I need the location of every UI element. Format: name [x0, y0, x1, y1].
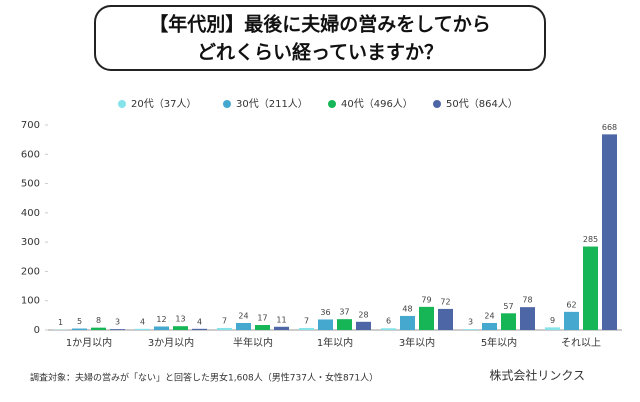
y-tick-label: 600 — [21, 149, 40, 160]
legend-marker — [433, 100, 441, 108]
bar — [91, 327, 106, 330]
bar — [602, 134, 617, 330]
value-label: 5 — [77, 317, 82, 326]
bar — [318, 319, 333, 330]
bar — [154, 326, 169, 330]
y-tick-label: 700 — [21, 120, 40, 131]
value-label: 7 — [304, 316, 309, 325]
title-box — [94, 5, 546, 71]
value-label: 24 — [238, 311, 248, 320]
value-label: 48 — [402, 304, 412, 313]
x-tick-label: 3年以内 — [399, 336, 435, 349]
value-label: 28 — [358, 310, 368, 319]
bar — [236, 322, 251, 330]
value-label: 78 — [522, 296, 532, 305]
chart-title: どれくらい経っていますか？ — [197, 41, 443, 64]
bar — [520, 307, 535, 330]
bar — [400, 315, 415, 330]
value-label: 6 — [386, 317, 391, 326]
bar — [564, 311, 579, 330]
y-tick-label: 500 — [21, 179, 40, 190]
legend-marker — [118, 100, 126, 108]
bar — [72, 328, 87, 330]
bar — [337, 319, 352, 330]
bar — [173, 326, 188, 330]
y-tick-label: 200 — [21, 266, 40, 277]
value-label: 11 — [276, 315, 286, 324]
bar — [192, 328, 207, 330]
chart-title: 【年代別】最後に夫婦の営みをしてから — [149, 13, 490, 36]
value-label: 8 — [96, 316, 101, 325]
x-tick-label: 1年以内 — [317, 336, 353, 349]
bar — [356, 321, 371, 330]
x-tick-label: 5年以内 — [481, 336, 517, 349]
legend-marker — [328, 100, 336, 108]
value-label: 1 — [58, 318, 63, 327]
bar — [381, 328, 396, 330]
value-label: 24 — [484, 311, 494, 320]
bar — [274, 326, 289, 330]
bar — [438, 308, 453, 330]
x-tick-label: 半年以内 — [233, 336, 273, 349]
source: 株式会社リンクス — [489, 368, 585, 383]
value-label: 3 — [115, 318, 120, 327]
value-label: 36 — [320, 308, 330, 317]
bar — [110, 329, 125, 330]
value-label: 9 — [550, 316, 555, 325]
value-label: 72 — [440, 297, 450, 306]
value-label: 13 — [175, 315, 185, 324]
x-tick-label: 3か月以内 — [148, 336, 194, 349]
value-label: 4 — [140, 317, 145, 326]
bar — [501, 313, 516, 330]
bar — [255, 325, 270, 330]
bar — [482, 322, 497, 330]
y-tick-label: 300 — [21, 237, 40, 248]
value-label: 7 — [222, 316, 227, 325]
value-label: 285 — [583, 235, 598, 244]
value-label: 12 — [156, 315, 166, 324]
y-tick-label: 400 — [21, 208, 40, 219]
value-label: 4 — [197, 317, 202, 326]
x-tick-label: それ以上 — [561, 337, 601, 349]
value-label: 57 — [503, 302, 513, 311]
bar — [545, 327, 560, 330]
bar — [299, 327, 314, 330]
bar — [419, 306, 434, 330]
legend-marker — [223, 100, 231, 108]
value-label: 17 — [257, 314, 267, 323]
bar — [463, 329, 478, 330]
bar — [217, 327, 232, 330]
y-tick-label: 100 — [21, 296, 40, 307]
legend-label: 40代（496人） — [341, 98, 413, 110]
legend-label: 20代（37人） — [131, 98, 196, 110]
legend-label: 50代（864人） — [446, 98, 518, 110]
value-label: 79 — [421, 295, 431, 304]
value-label: 668 — [602, 123, 617, 132]
legend-label: 30代（211人） — [236, 98, 308, 110]
y-tick-label: 0 — [34, 325, 40, 336]
value-label: 62 — [566, 300, 576, 309]
x-tick-label: 1か月以内 — [66, 336, 112, 349]
value-label: 3 — [468, 318, 473, 327]
value-label: 37 — [339, 308, 349, 317]
bar — [135, 328, 150, 330]
footnote: 調査対象：夫婦の営みが「ない」と回答した男女1,608人（男性737人・女性87… — [30, 372, 378, 384]
bar — [583, 246, 598, 330]
